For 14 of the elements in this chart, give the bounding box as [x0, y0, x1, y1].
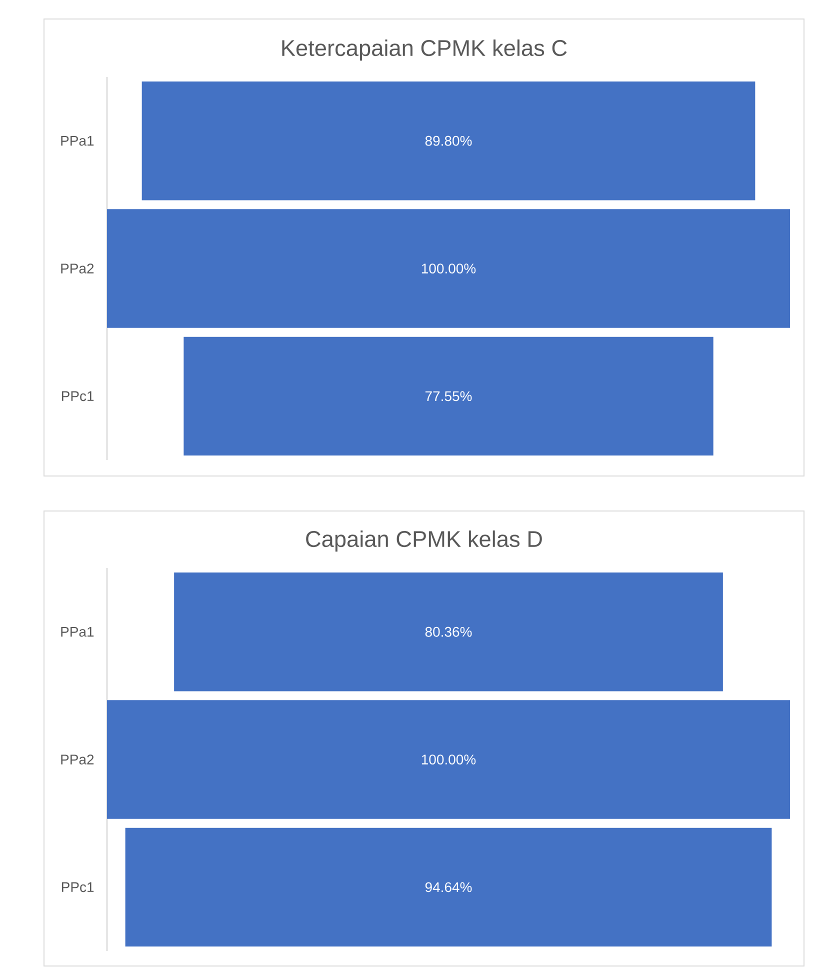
data-label: 100.00%: [422, 754, 476, 764]
category-label: PPa2: [61, 754, 94, 764]
data-label: 89.80%: [425, 136, 472, 146]
data-label: 80.36%: [425, 626, 472, 637]
category-label: PPa1: [61, 136, 94, 146]
data-label: 77.55%: [425, 391, 472, 402]
category-label: PPc1: [62, 882, 94, 892]
data-label: 94.64%: [425, 882, 472, 892]
data-label: 100.00%: [422, 264, 476, 274]
text: Capaian CPMK kelas D: [306, 530, 542, 552]
category-label: PPc1: [62, 391, 94, 402]
category-label: PPa2: [61, 264, 94, 274]
text: Ketercapaian CPMK kelas C: [282, 39, 567, 61]
category-label: PPa1: [61, 626, 94, 637]
